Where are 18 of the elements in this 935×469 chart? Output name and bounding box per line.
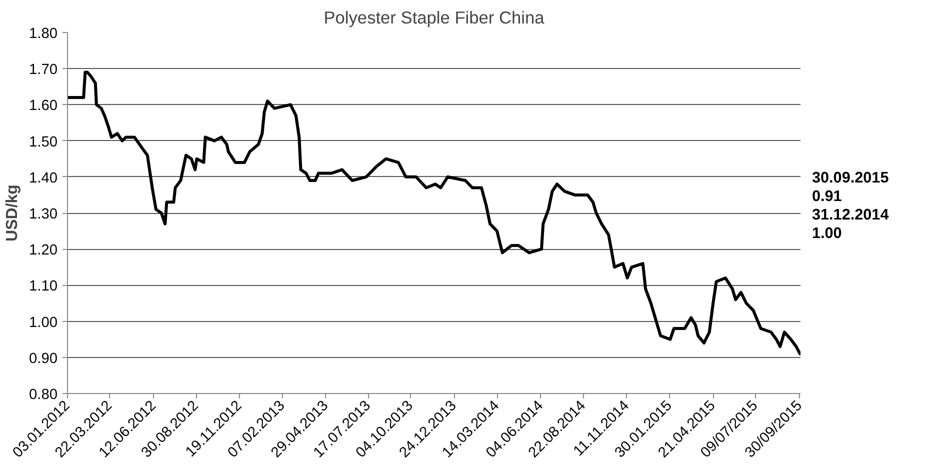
text: 31.12.2014 [812,206,890,224]
chart-title: Polyester Staple Fiber China [324,8,545,28]
y-tick-label: 1.80 [28,26,58,42]
text: 30.09.2015 [812,170,890,187]
line-series [68,70,800,356]
y-tick-label: 0.90 [28,350,58,367]
text: 0.91 [812,188,842,206]
y-tick-label: 1.00 [28,314,58,331]
y-tick-label: 1.40 [28,170,58,186]
y-tick-label: 1.70 [28,62,58,78]
y-tick-label: 1.30 [28,206,58,222]
y-tick-label: 1.10 [28,278,58,295]
y-tick-label: 0.80 [28,387,58,403]
y-tick-label: 1.20 [28,242,58,259]
y-tick-label: 1.60 [28,98,58,114]
y-tick-label: 1.50 [28,134,58,150]
y-axis-title: USD/kg [4,184,21,242]
text: 1.00 [812,225,842,242]
